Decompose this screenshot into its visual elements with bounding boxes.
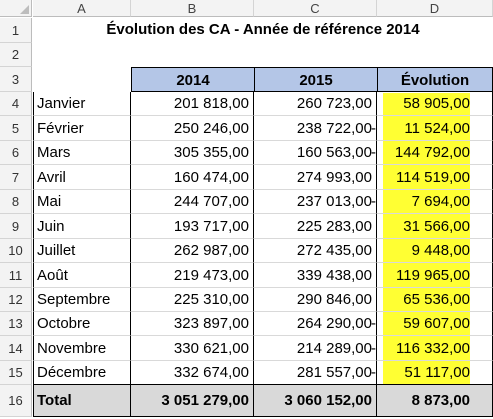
column-header-b[interactable]: B [131, 0, 254, 17]
sheet-title[interactable]: Évolution des CA - Année de référence 20… [106, 21, 420, 38]
evolution-cell[interactable]: 119 965,00 [377, 263, 493, 288]
value-2014-cell[interactable]: 201 818,00 [131, 92, 254, 116]
negative-sign: - [371, 193, 376, 210]
row-header-13[interactable]: 13 [0, 312, 32, 336]
month-cell[interactable]: Février [33, 116, 131, 141]
row-header-15[interactable]: 15 [0, 361, 32, 385]
value-2014-cell[interactable]: 219 473,00 [131, 263, 254, 288]
value-2014-cell[interactable]: 225 310,00 [131, 288, 254, 312]
value-2015-cell[interactable]: 274 993,00 [254, 165, 377, 190]
value-2015-cell[interactable]: 237 013,00 [254, 190, 377, 214]
value-2015-cell[interactable]: 238 722,00 [254, 116, 377, 141]
total-label[interactable]: Total [33, 385, 131, 417]
month-cell[interactable]: Janvier [33, 92, 131, 116]
row-header-3[interactable]: 3 [0, 67, 32, 92]
evolution-cell[interactable]: 11 524,00 [377, 116, 493, 141]
header-2015[interactable]: 2015 [254, 67, 378, 92]
negative-sign: - [371, 364, 376, 381]
value-2014-cell[interactable]: 262 987,00 [131, 239, 254, 263]
month-cell[interactable]: Juillet [33, 239, 131, 263]
evolution-cell[interactable]: 51 117,00 [377, 361, 493, 385]
evolution-cell[interactable]: 9 448,00 [377, 239, 493, 263]
month-cell[interactable]: Novembre [33, 336, 131, 361]
value-2014-cell[interactable]: 305 355,00 [131, 141, 254, 165]
value-2015-cell[interactable]: 225 283,00 [254, 214, 377, 239]
month-cell[interactable]: Mai [33, 190, 131, 214]
value-2015-cell[interactable]: 260 723,00 [254, 92, 377, 116]
evolution-cell[interactable]: 31 566,00 [377, 214, 493, 239]
value-2014-cell[interactable]: 250 246,00 [131, 116, 254, 141]
column-header-c[interactable]: C [254, 0, 377, 17]
evolution-cell[interactable]: 58 905,00 [377, 92, 493, 116]
value-2015-cell[interactable]: 264 290,00 [254, 312, 377, 336]
month-cell[interactable]: Décembre [33, 361, 131, 385]
table-bottom-border [33, 384, 493, 385]
evolution-cell[interactable]: 59 607,00 [377, 312, 493, 336]
value-2014-cell[interactable]: 244 707,00 [131, 190, 254, 214]
total-2015[interactable]: 3 060 152,00 [254, 385, 377, 417]
select-all-icon [20, 5, 29, 14]
row-header-4[interactable]: 4 [0, 92, 32, 116]
row-header-16[interactable]: 16 [0, 385, 32, 417]
evolution-cell[interactable]: 7 694,00 [377, 190, 493, 214]
row-header-11[interactable]: 11 [0, 263, 32, 288]
row-header-10[interactable]: 10 [0, 239, 32, 263]
select-all-corner[interactable] [0, 0, 32, 17]
row-header-6[interactable]: 6 [0, 141, 32, 165]
value-2014-cell[interactable]: 323 897,00 [131, 312, 254, 336]
month-cell[interactable]: Juin [33, 214, 131, 239]
row-header-8[interactable]: 8 [0, 190, 32, 214]
value-2015-cell[interactable]: 281 557,00 [254, 361, 377, 385]
value-2015-cell[interactable]: 290 846,00 [254, 288, 377, 312]
value-2014-cell[interactable]: 332 674,00 [131, 361, 254, 385]
value-2014-cell[interactable]: 193 717,00 [131, 214, 254, 239]
value-2015-cell[interactable]: 272 435,00 [254, 239, 377, 263]
total-evolution[interactable]: 8 873,00 [377, 385, 493, 417]
month-cell[interactable]: Avril [33, 165, 131, 190]
negative-sign: - [371, 120, 376, 137]
negative-sign: - [371, 315, 376, 332]
header-2014[interactable]: 2014 [131, 67, 255, 92]
column-header-a[interactable]: A [33, 0, 131, 17]
value-2015-cell[interactable]: 160 563,00 [254, 141, 377, 165]
evolution-cell[interactable]: 116 332,00 [377, 336, 493, 361]
row-header-5[interactable]: 5 [0, 116, 32, 141]
evolution-cell[interactable]: 65 536,00 [377, 288, 493, 312]
negative-sign: - [371, 340, 376, 357]
row-header-14[interactable]: 14 [0, 336, 32, 361]
value-2015-cell[interactable]: 214 289,00 [254, 336, 377, 361]
evolution-cell[interactable]: 114 519,00 [377, 165, 493, 190]
row-header-2[interactable]: 2 [0, 43, 32, 67]
header-evolution[interactable]: Évolution [377, 67, 493, 92]
month-cell[interactable]: Septembre [33, 288, 131, 312]
value-2014-cell[interactable]: 160 474,00 [131, 165, 254, 190]
month-cell[interactable]: Mars [33, 141, 131, 165]
row-header-12[interactable]: 12 [0, 288, 32, 312]
total-2014[interactable]: 3 051 279,00 [131, 385, 254, 417]
column-header-d[interactable]: D [377, 0, 493, 17]
evolution-cell[interactable]: 144 792,00 [377, 141, 493, 165]
value-2015-cell[interactable]: 339 438,00 [254, 263, 377, 288]
row-header-7[interactable]: 7 [0, 165, 32, 190]
row-header-1[interactable]: 1 [0, 18, 32, 43]
value-2014-cell[interactable]: 330 621,00 [131, 336, 254, 361]
month-cell[interactable]: Octobre [33, 312, 131, 336]
negative-sign: - [371, 144, 376, 161]
row-header-9[interactable]: 9 [0, 214, 32, 239]
month-cell[interactable]: Août [33, 263, 131, 288]
